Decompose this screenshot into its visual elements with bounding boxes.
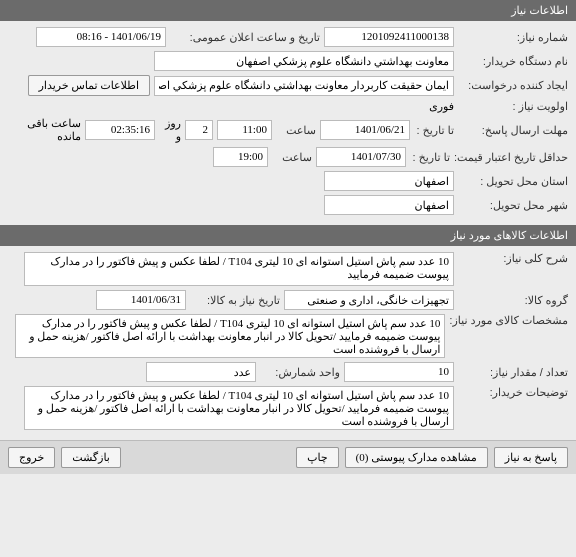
need-number-label: شماره نیاز: [458, 31, 568, 44]
goods-spec-label: مشخصات کالای مورد نیاز: [449, 314, 568, 327]
section-header-goods-info: اطلاعات کالاهای مورد نیاز [0, 225, 576, 246]
quantity-input[interactable] [344, 362, 454, 382]
to-time-label: ساعت [272, 151, 312, 164]
validity-label: حداقل تاریخ اعتبار قیمت: [454, 151, 568, 164]
remaining-label: ساعت باقی مانده [8, 117, 81, 143]
goods-spec-textarea[interactable] [15, 314, 445, 358]
buyer-notes-textarea[interactable] [24, 386, 454, 430]
goods-group-input[interactable] [284, 290, 454, 310]
goods-group-label: گروه کالا: [458, 294, 568, 307]
requester-label: ایجاد کننده درخواست: [458, 79, 568, 92]
need-date-label: تاریخ نیاز به کالا: [190, 294, 280, 307]
unit-input[interactable] [146, 362, 256, 382]
from-date-label: تا تاریخ : [414, 124, 454, 137]
time-remaining-input[interactable] [85, 120, 155, 140]
print-button[interactable]: چاپ [296, 447, 339, 468]
from-time-label: ساعت [276, 124, 316, 137]
quantity-label: تعداد / مقدار نیاز: [458, 366, 568, 379]
buyer-contact-button[interactable]: اطلاعات تماس خریدار [28, 75, 150, 96]
delivery-province-label: استان محل تحویل : [458, 175, 568, 188]
unit-label: واحد شمارش: [260, 366, 340, 379]
days-remaining-input[interactable] [185, 120, 213, 140]
buyer-notes-label: توضیحات خریدار: [458, 386, 568, 399]
delivery-city-label: شهر محل تحویل: [458, 199, 568, 212]
view-attachments-button[interactable]: مشاهده مدارک پیوستی (0) [345, 447, 488, 468]
announce-datetime-label: تاریخ و ساعت اعلان عمومی: [170, 31, 320, 44]
requester-input[interactable] [154, 76, 454, 96]
spacer [127, 447, 290, 468]
section-header-need-info: اطلاعات نیاز [0, 0, 576, 21]
buyer-org-label: نام دستگاه خریدار: [458, 55, 568, 68]
announce-datetime-input[interactable] [36, 27, 166, 47]
priority-label: اولویت نیاز : [458, 100, 568, 113]
from-time-input[interactable] [217, 120, 272, 140]
reply-button[interactable]: پاسخ به نیاز [494, 447, 568, 468]
from-date-input[interactable] [320, 120, 410, 140]
goods-info-form: شرح کلی نیاز: گروه کالا: تاریخ نیاز به ک… [0, 246, 576, 440]
priority-value: فوری [429, 100, 454, 113]
days-label: روز و [159, 117, 181, 143]
back-button[interactable]: بازگشت [61, 447, 121, 468]
need-number-input[interactable] [324, 27, 454, 47]
exit-button[interactable]: خروج [8, 447, 55, 468]
buyer-org-input[interactable] [154, 51, 454, 71]
need-info-form: شماره نیاز: تاریخ و ساعت اعلان عمومی: نا… [0, 21, 576, 225]
need-description-textarea[interactable] [24, 252, 454, 286]
need-description-label: شرح کلی نیاز: [458, 252, 568, 265]
delivery-city-input[interactable] [324, 195, 454, 215]
to-date-label: تا تاریخ : [410, 151, 450, 164]
to-date-input[interactable] [316, 147, 406, 167]
action-button-bar: پاسخ به نیاز مشاهده مدارک پیوستی (0) چاپ… [0, 440, 576, 474]
deadline-send-label: مهلت ارسال پاسخ: [458, 124, 568, 137]
need-date-input[interactable] [96, 290, 186, 310]
delivery-province-input[interactable] [324, 171, 454, 191]
to-time-input[interactable] [213, 147, 268, 167]
